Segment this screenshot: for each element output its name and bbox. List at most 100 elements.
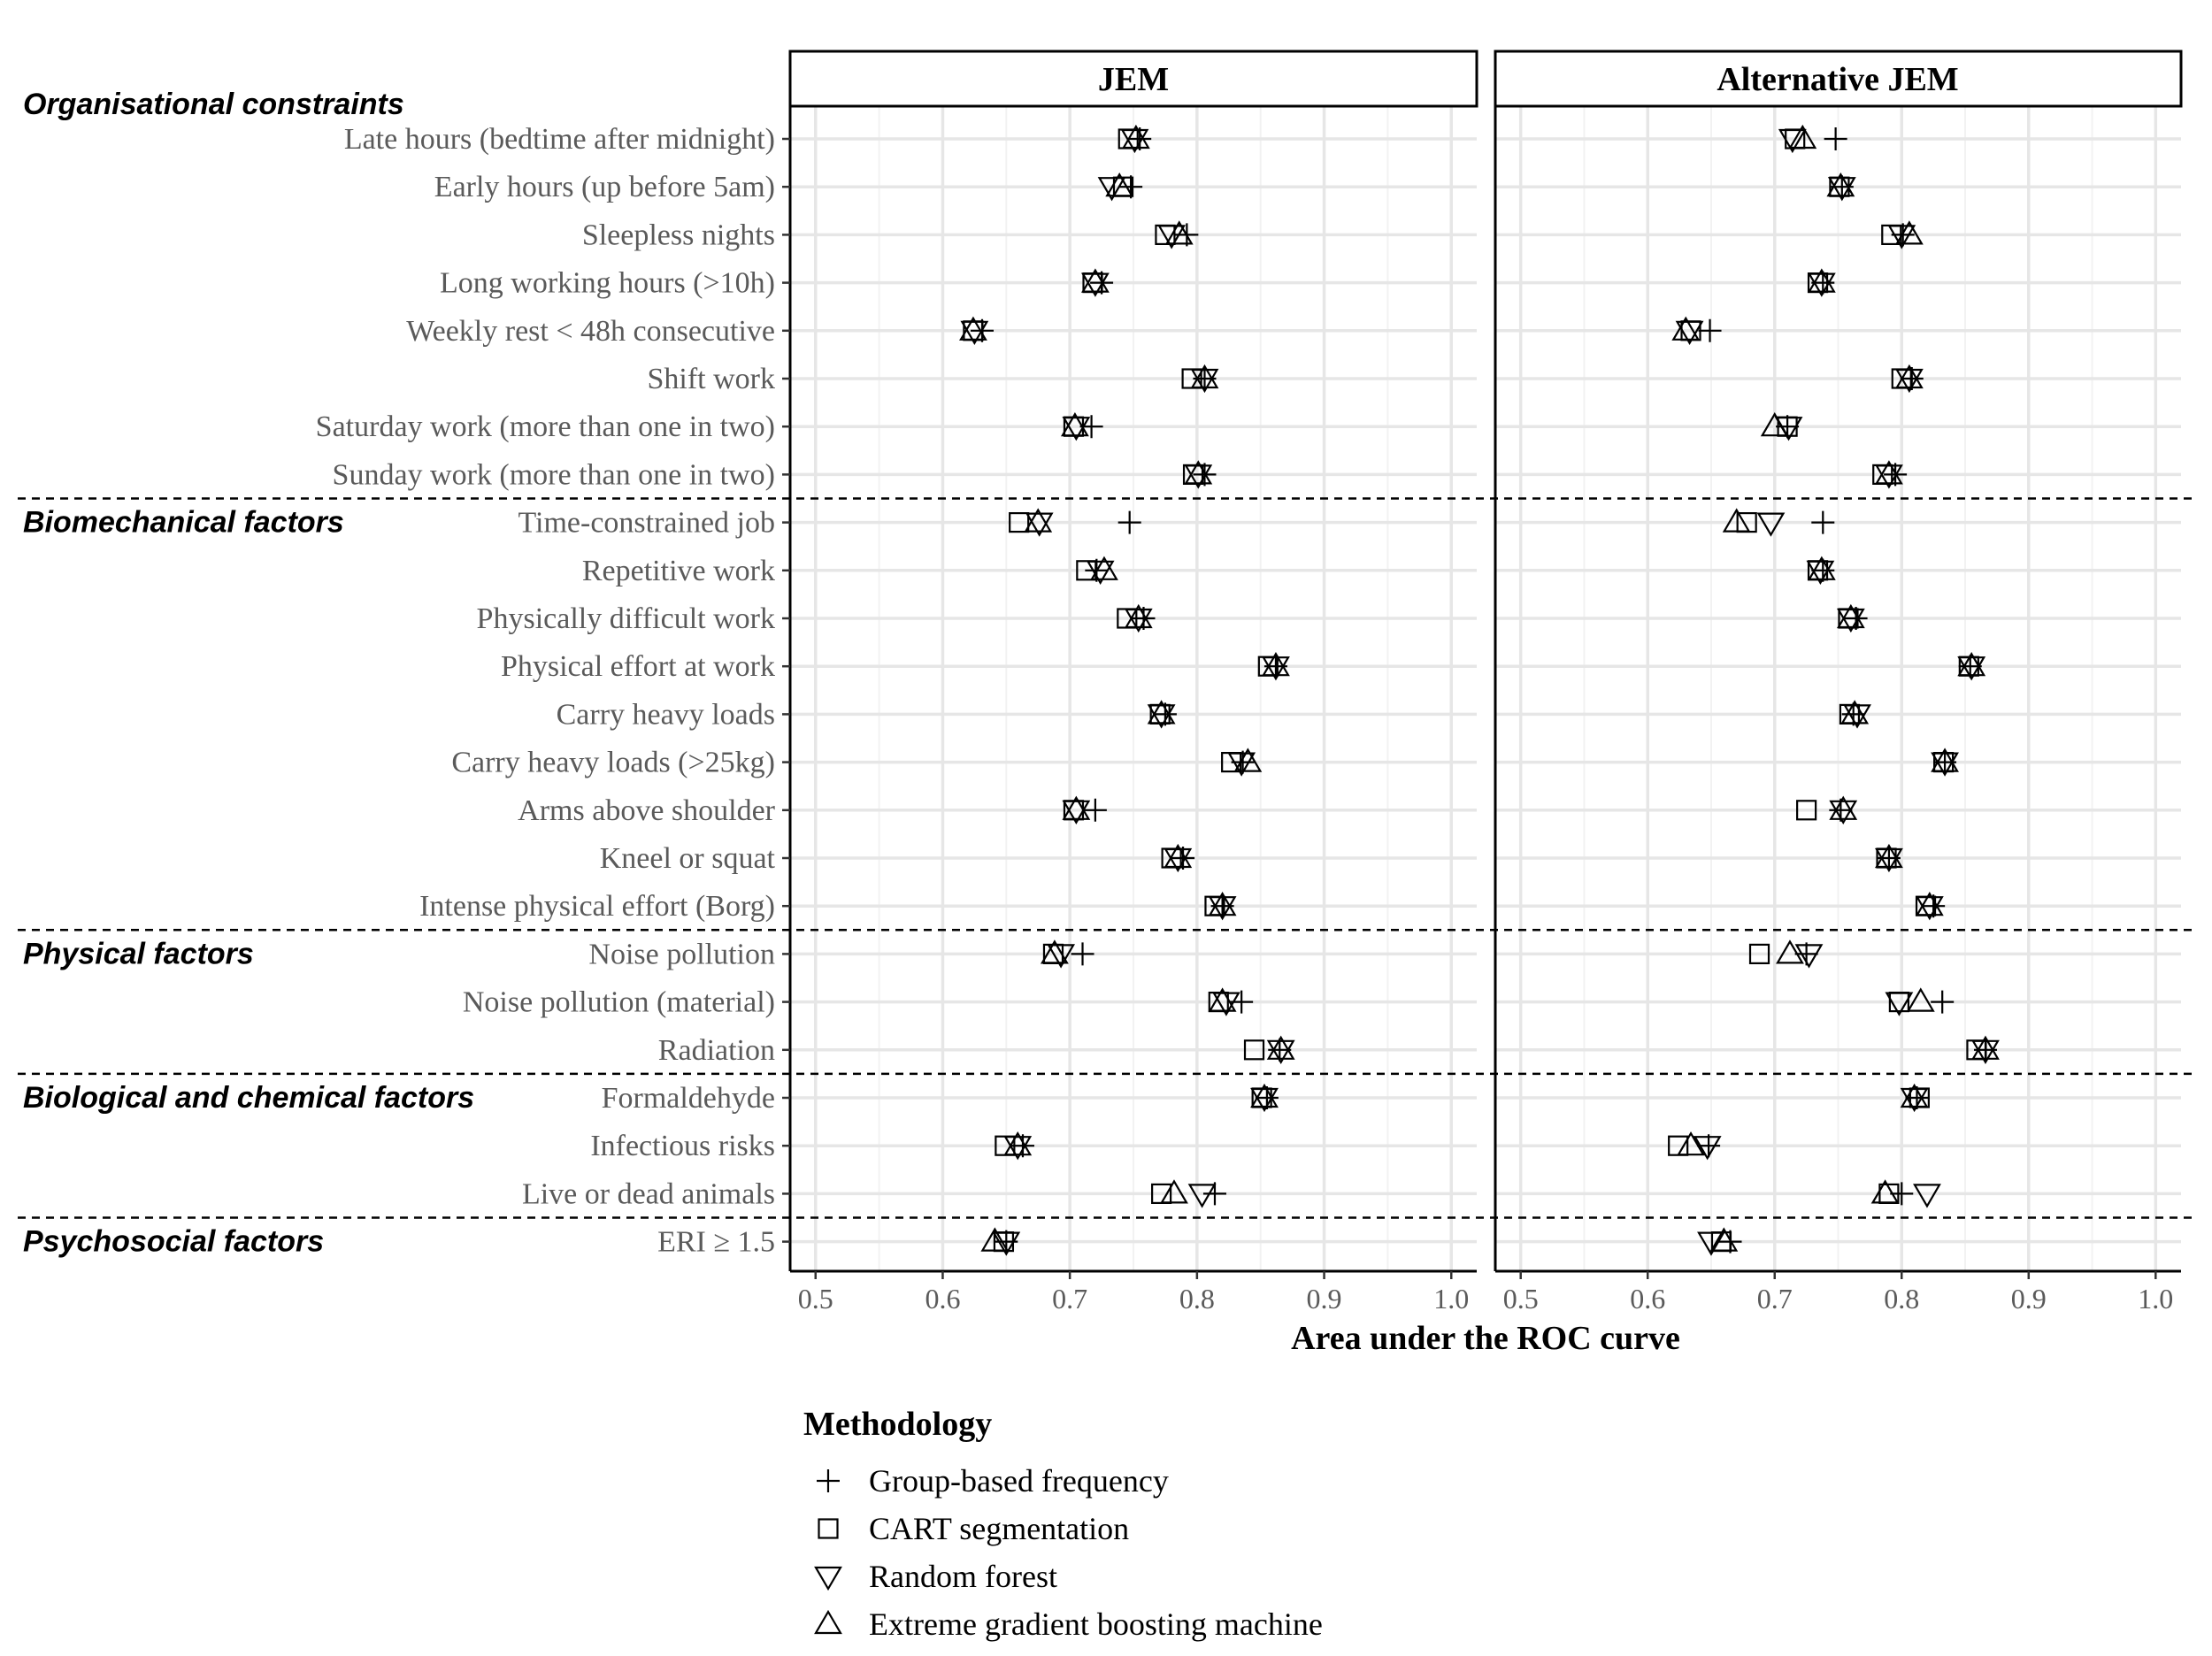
point-jem-xgb: [980, 1227, 1010, 1252]
row-label: Radiation: [658, 1034, 775, 1067]
point-alt-rf: [1874, 847, 1903, 873]
point-jem-cart: [1009, 511, 1030, 533]
point-jem-xgb: [1208, 892, 1237, 916]
point-alt-cart: [1796, 800, 1817, 821]
point-alt-xgb: [1788, 124, 1817, 150]
x-tick-label-alt-0: 0.5: [1503, 1283, 1539, 1315]
point-jem-xgb: [1024, 508, 1053, 533]
row-label: Repetitive work: [582, 555, 775, 587]
legend-label-xgb: Extreme gradient boosting machine: [869, 1606, 1323, 1642]
point-alt-gbf: [1844, 607, 1868, 630]
strip-alt-jem-label: Alternative JEM: [1717, 61, 1958, 98]
point-alt-gbf: [1931, 990, 1955, 1014]
point-jem-rf: [1047, 944, 1076, 969]
point-jem-gbf: [1171, 847, 1195, 870]
point-alt-xgb: [1894, 220, 1924, 245]
group-label: Psychosocial factors: [23, 1225, 324, 1259]
point-alt-xgb: [1906, 987, 1935, 1012]
point-jem-gbf: [1071, 942, 1094, 966]
point-alt-xgb: [1894, 364, 1924, 389]
row-labels: Late hours (bedtime after midnight) Early…: [23, 88, 776, 1259]
point-jem-xgb: [1184, 460, 1213, 485]
point-jem-rf: [1164, 847, 1193, 873]
point-jem-xgb: [1262, 652, 1290, 677]
row-label: Formaldehyde: [602, 1082, 775, 1115]
row-label: Carry heavy loads: [557, 698, 775, 731]
row-label: Arms above shoulder: [518, 794, 776, 827]
point-jem-rf: [1250, 1087, 1279, 1113]
point-alt-rf: [1957, 656, 1986, 681]
point-jem-cart: [1076, 560, 1097, 581]
data-marks: [959, 124, 2000, 1256]
point-jem-rf: [1211, 992, 1240, 1016]
point-alt-xgb: [1900, 1083, 1929, 1108]
point-alt-xgb: [1807, 556, 1836, 580]
point-alt-rf: [1885, 992, 1914, 1016]
row-label: Intense physical effort (Borg): [419, 890, 775, 923]
x-tick-label-alt-4: 0.9: [2011, 1283, 2047, 1315]
point-alt-gbf: [1698, 318, 1722, 342]
point-jem-rf: [1227, 752, 1256, 777]
row-label: Physical effort at work: [501, 650, 775, 683]
x-axis-ticks: 0.5 0.6 0.7 0.8 0.9 1.0 0.5 0.6 0.7 0.8 0.9 1.0: [782, 137, 2173, 1315]
legend-key-xgb: [814, 1609, 842, 1635]
point-jem-xgb: [1121, 124, 1150, 150]
group-label: Physical factors: [23, 937, 254, 970]
panel-frames: [788, 106, 2181, 1273]
point-alt-rf: [1697, 1231, 1725, 1256]
point-jem-rf: [1097, 177, 1126, 202]
point-alt-rf: [1887, 225, 1916, 249]
point-jem-xgb: [1060, 412, 1089, 437]
point-jem-xgb: [959, 316, 987, 341]
point-alt-xgb: [1807, 268, 1836, 293]
point-alt-rf: [1913, 1184, 1941, 1208]
row-label: Early hours (up before 5am): [434, 171, 775, 203]
row-label: Noise pollution (material): [463, 986, 775, 1019]
point-jem-xgb: [1105, 172, 1134, 197]
point-alt-rf: [1971, 1039, 2000, 1064]
legend-keys: [814, 1469, 842, 1635]
x-tick-label-alt-3: 0.8: [1884, 1283, 1919, 1315]
point-alt-rf: [1915, 896, 1944, 921]
point-alt-rf: [1829, 800, 1858, 824]
point-jem-xgb: [1062, 795, 1091, 820]
x-tick-label-jem-3: 0.8: [1179, 1283, 1215, 1315]
point-jem-rf: [1003, 1136, 1033, 1161]
row-label: Kneel or squat: [600, 842, 776, 875]
strip-jem: [788, 50, 1479, 108]
x-tick-label-alt-2: 0.7: [1757, 1283, 1793, 1315]
point-jem-rf: [1190, 368, 1219, 394]
point-jem-rf: [1262, 656, 1290, 681]
point-alt-rf: [1675, 320, 1704, 345]
point-alt-rf: [1900, 1087, 1929, 1113]
point-alt-rf: [1807, 272, 1836, 297]
row-label: Live or dead animals: [522, 1177, 775, 1210]
point-jem-xgb: [1090, 556, 1118, 580]
point-jem-xgb: [1190, 364, 1219, 389]
point-alt-xgb: [1915, 892, 1944, 916]
point-jem-gbf: [1118, 510, 1141, 534]
group-separators: [18, 497, 2194, 1219]
point-jem-rf: [1187, 1184, 1217, 1208]
point-alt-rf: [1836, 608, 1865, 633]
point-alt-xgb: [1870, 1179, 1900, 1204]
point-alt-xgb: [1709, 1227, 1739, 1252]
legend-title: Methodology: [803, 1406, 992, 1443]
row-label: Weekly rest < 48h consecutive: [406, 315, 775, 348]
point-jem-rf: [1157, 225, 1187, 249]
x-tick-label-jem-1: 0.6: [925, 1283, 960, 1315]
legend-key-gbf: [817, 1469, 840, 1492]
row-label: Sunday work (more than one in two): [333, 458, 775, 491]
legend-key-rf: [814, 1566, 842, 1591]
point-alt-xgb: [1874, 843, 1903, 869]
point-alt-xgb: [1971, 1035, 2000, 1060]
row-label: Noise pollution: [588, 938, 775, 970]
point-alt-gbf: [1824, 127, 1847, 150]
x-tick-label-jem-4: 0.9: [1307, 1283, 1342, 1315]
point-jem-xgb: [1233, 748, 1263, 772]
point-alt-xgb: [1829, 795, 1858, 820]
row-label: Late hours (bedtime after midnight): [344, 123, 775, 156]
point-alt-xgb: [1677, 1131, 1705, 1156]
point-alt-rf: [1794, 944, 1824, 969]
